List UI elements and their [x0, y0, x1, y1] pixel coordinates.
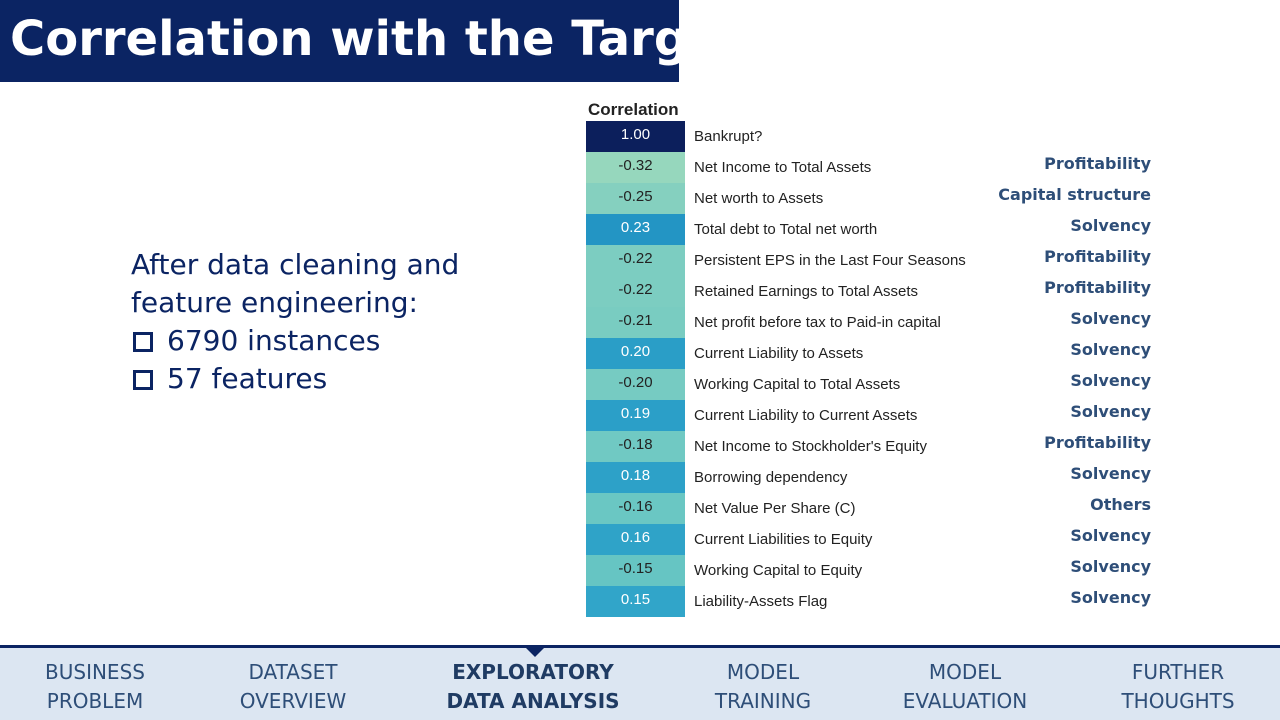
heatmap-row: 1.00 Bankrupt?	[586, 121, 1156, 152]
nav-text: BUSINESS	[45, 660, 145, 684]
heatmap-row: -0.25 Net worth to Assets Capital structur…	[586, 183, 1156, 214]
feature-label: Current Liabilities to Equity	[694, 531, 873, 548]
nav-item[interactable]: BUSINESS PROBLEM	[20, 658, 170, 716]
heatmap-row: -0.15 Working Capital to Equity Solvency	[586, 555, 1156, 586]
heatmap-cell: -0.16	[586, 493, 685, 524]
nav-item[interactable]: MODEL TRAINING	[683, 658, 843, 716]
heatmap-cell: 0.16	[586, 524, 685, 555]
nav-item[interactable]: EXPLORATORY DATA ANALYSIS	[443, 658, 623, 716]
feature-label: Working Capital to Total Assets	[694, 376, 901, 393]
feature-label: Net worth to Assets	[694, 190, 824, 207]
heatmap-cell: -0.22	[586, 245, 685, 276]
feature-category: Solvency	[1070, 464, 1151, 483]
heatmap-cell: 0.18	[586, 462, 685, 493]
feature-label: Liability-Assets Flag	[694, 593, 828, 610]
section-nav: BUSINESS PROBLEM DATASET OVERVIEW EXPLORAT…	[0, 645, 1280, 720]
heatmap-cell: -0.22	[586, 276, 685, 307]
heatmap-row: -0.20 Working Capital to Total Assets Solv…	[586, 369, 1156, 400]
heatmap-cell: -0.18	[586, 431, 685, 462]
nav-item[interactable]: DATASET OVERVIEW	[213, 658, 373, 716]
heatmap-row: -0.22 Persistent EPS in the Last Four Sea…	[586, 245, 1156, 276]
bullet-list: After data cleaning and feature engineer…	[131, 246, 461, 398]
feature-label: Total debt to Total net worth	[694, 221, 878, 238]
feature-category: Solvency	[1070, 588, 1151, 607]
heatmap-cell: 0.15	[586, 586, 685, 617]
feature-label: Net Income to Total Assets	[694, 159, 872, 176]
heatmap-row: -0.21 Net profit before tax to Paid-in ca…	[586, 307, 1156, 338]
heatmap-row: 0.15 Liability-Assets Flag Solvency	[586, 586, 1156, 617]
feature-category: Capital structure	[998, 185, 1151, 204]
bullet-intro: After data cleaning and feature engineer…	[131, 248, 460, 319]
feature-category: Profitability	[1044, 433, 1151, 452]
heatmap-row: 0.20 Current Liability to Assets Solvency	[586, 338, 1156, 369]
heatmap-cell: 0.19	[586, 400, 685, 431]
active-indicator	[443, 645, 623, 657]
feature-category: Solvency	[1070, 526, 1151, 545]
nav-text: MODEL	[928, 660, 1002, 684]
feature-label: Net profit before tax to Paid-in capital	[694, 314, 941, 331]
heatmap-row: 0.18 Borrowing dependency Solvency	[586, 462, 1156, 493]
feature-label: Current Liability to Assets	[694, 345, 864, 362]
nav-text: DATASET	[248, 660, 338, 684]
nav-text: FURTHER	[1131, 660, 1225, 684]
heatmap-cell: 1.00	[586, 121, 685, 152]
feature-label: Retained Earnings to Total Assets	[694, 283, 919, 300]
heatmap-title: Correlation	[588, 100, 679, 119]
feature-label: Current Liability to Current Assets	[694, 407, 918, 424]
feature-category: Profitability	[1044, 278, 1151, 297]
heatmap-row: -0.32 Net Income to Total Assets Profitabi…	[586, 152, 1156, 183]
heatmap-row: 0.23 Total debt to Total net worth Solvenc…	[586, 214, 1156, 245]
nav-text: OVERVIEW	[239, 689, 347, 713]
heatmap-cell: -0.21	[586, 307, 685, 338]
heatmap-row: -0.16 Net Value Per Share (C) Others	[586, 493, 1156, 524]
nav-text: TRAINING	[714, 689, 812, 713]
feature-category: Solvency	[1070, 309, 1151, 328]
heatmap-cell: -0.25	[586, 183, 685, 214]
slide-title: Correlation with the Target	[0, 0, 744, 82]
feature-label: Net Value Per Share (C)	[694, 500, 856, 517]
bullet-item: 6790 instances	[131, 322, 461, 360]
feature-category: Solvency	[1070, 402, 1151, 421]
nav-text: EXPLORATORY	[452, 660, 614, 684]
feature-category: Others	[1090, 495, 1151, 514]
feature-category: Profitability	[1044, 154, 1151, 173]
nav-text: THOUGHTS	[1121, 689, 1235, 713]
bullet-item: 57 features	[131, 360, 461, 398]
feature-category: Solvency	[1070, 216, 1151, 235]
nav-item[interactable]: FURTHER THOUGHTS	[1098, 658, 1258, 716]
heatmap-cell: -0.15	[586, 555, 685, 586]
nav-item[interactable]: MODEL EVALUATION	[885, 658, 1045, 716]
heatmap-cell: 0.20	[586, 338, 685, 369]
nav-text: MODEL	[726, 660, 800, 684]
heatmap-row: -0.18 Net Income to Stockholder's Equity P…	[586, 431, 1156, 462]
feature-category: Solvency	[1070, 340, 1151, 359]
feature-category: Solvency	[1070, 557, 1151, 576]
feature-label: Net Income to Stockholder's Equity	[694, 438, 927, 455]
feature-label: Bankrupt?	[694, 128, 763, 145]
heatmap-row: 0.19 Current Liability to Current Assets S…	[586, 400, 1156, 431]
feature-label: Borrowing dependency	[694, 469, 848, 486]
nav-text: PROBLEM	[46, 689, 144, 713]
heatmap-row: -0.22 Retained Earnings to Total Assets Pr…	[586, 276, 1156, 307]
feature-label: Working Capital to Equity	[694, 562, 863, 579]
feature-category: Solvency	[1070, 371, 1151, 390]
nav-text: DATA ANALYSIS	[446, 689, 620, 713]
heatmap-row: 0.16 Current Liabilities to Equity Solvenc…	[586, 524, 1156, 555]
feature-label: Persistent EPS in the Last Four Seasons	[694, 252, 966, 269]
heatmap-cell: 0.23	[586, 214, 685, 245]
nav-text: EVALUATION	[902, 689, 1028, 713]
feature-category: Profitability	[1044, 247, 1151, 266]
heatmap-cell: -0.20	[586, 369, 685, 400]
heatmap-cell: -0.32	[586, 152, 685, 183]
